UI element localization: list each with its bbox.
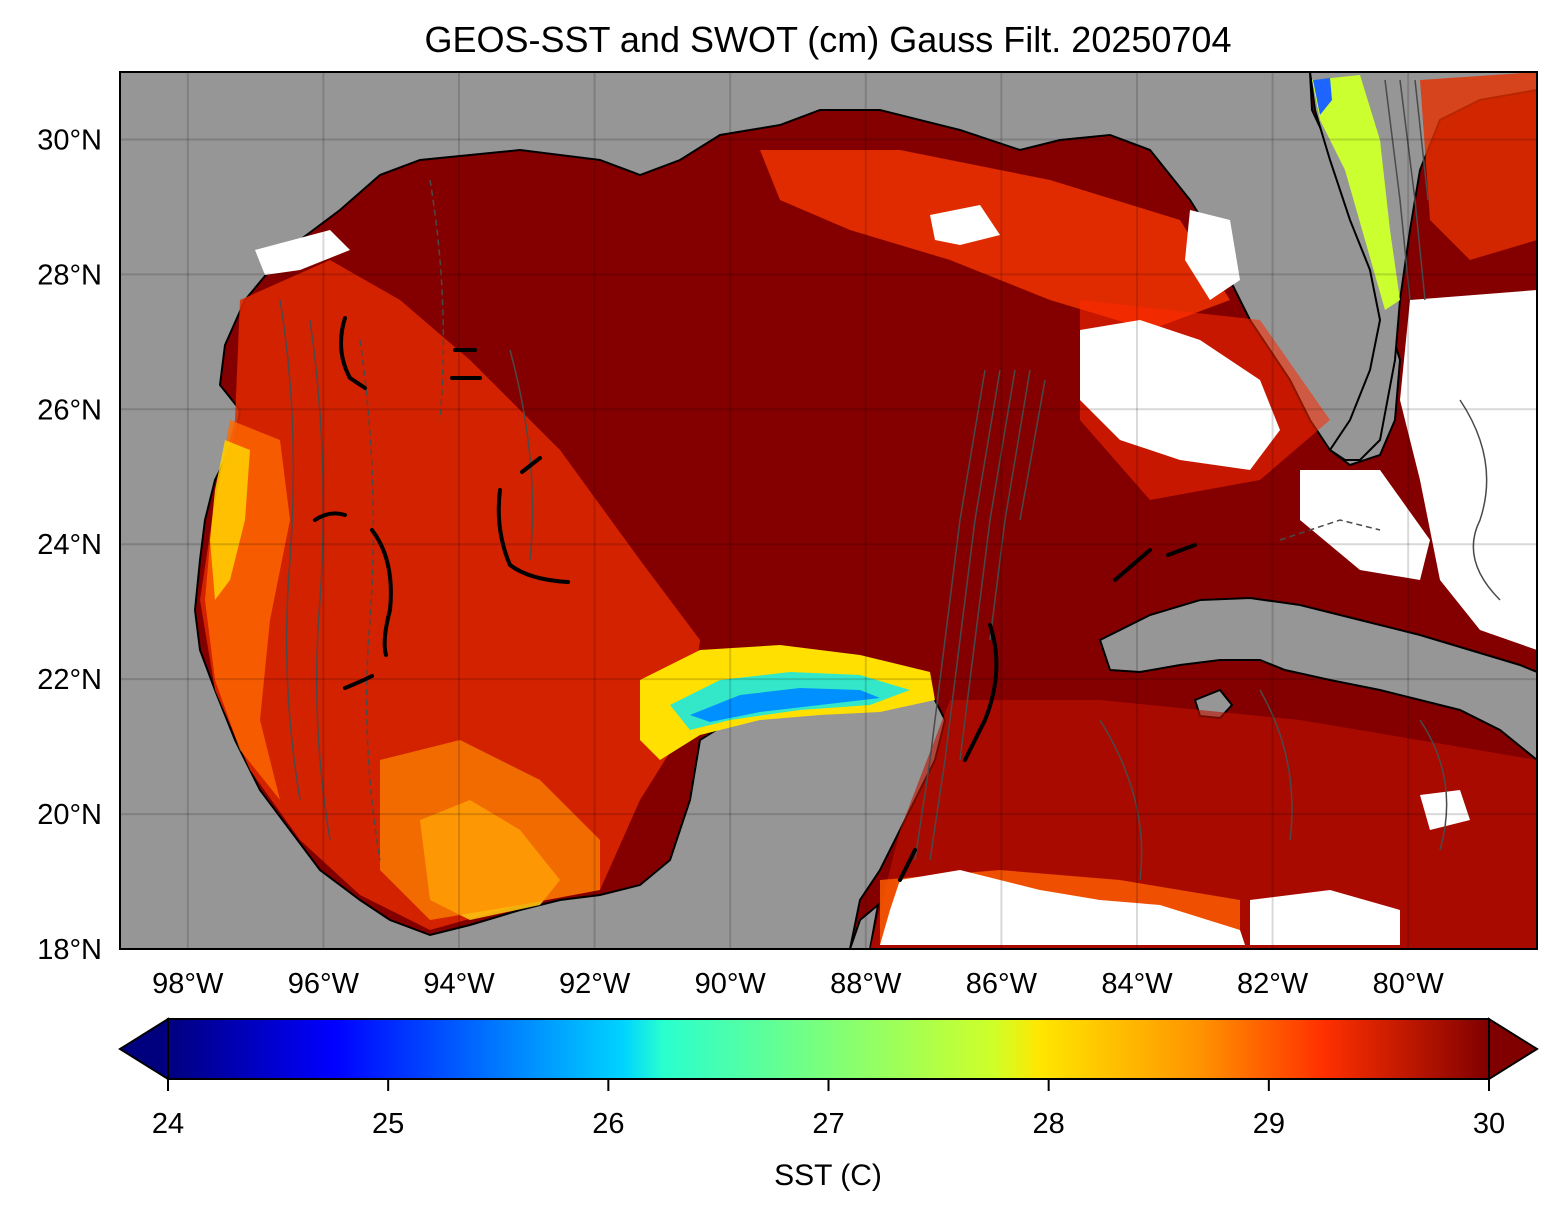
- missing-data-caribbean-south: [880, 870, 1245, 945]
- sst-campeche-orange: [380, 740, 600, 920]
- sst-yucatan-upwelling-blue: [690, 688, 880, 722]
- colorbar-tick-label: 29: [1253, 1108, 1285, 1140]
- sst-florida-atlantic-blue: [1313, 78, 1332, 115]
- sst-patches: [200, 72, 1537, 949]
- sst-western-gulf-warm: [200, 260, 700, 930]
- swot-zero-9: [963, 623, 999, 762]
- missing-data-caribbean-east: [1420, 790, 1470, 830]
- missing-data-caribbean-southeast: [1250, 890, 1400, 945]
- lon-tick-label: 90°W: [695, 968, 767, 1000]
- map-panel: [120, 72, 1537, 949]
- missing-data-north-patch: [930, 205, 1000, 245]
- colorbar-tick-label: 27: [812, 1108, 844, 1140]
- colorbar-extend-min: [118, 1017, 169, 1081]
- lon-tick-label: 80°W: [1373, 968, 1445, 1000]
- lon-tick-label: 98°W: [152, 968, 224, 1000]
- colorbar-tick-label: 25: [372, 1108, 404, 1140]
- swot-track-east-5: [1019, 379, 1046, 521]
- swot-contour-straits: [1279, 519, 1381, 541]
- missing-data-atlantic: [1400, 290, 1537, 650]
- swot-contour-west-2: [309, 319, 331, 841]
- map-frame: [119, 71, 1538, 950]
- lon-tick-label: 82°W: [1237, 968, 1309, 1000]
- swot-track-east-4: [989, 369, 1031, 641]
- lat-tick-label: 28°N: [37, 259, 102, 291]
- swot-track-florida-2: [1399, 79, 1426, 301]
- lon-tick-label: 94°W: [423, 968, 495, 1000]
- lat-tick-labels: 30°N 28°N 26°N 24°N 22°N 20°N 18°N: [37, 124, 102, 966]
- swot-zero-8: [520, 456, 542, 474]
- missing-data-east-gulf: [1080, 320, 1280, 470]
- swot-zero-10: [898, 848, 917, 882]
- sst-atlantic-red: [1420, 72, 1537, 260]
- swot-contour-west-1: [279, 299, 301, 801]
- swot-contour-west-5: [509, 349, 534, 561]
- land-yucatan-east: [848, 902, 880, 949]
- colorbar-bar: [167, 1018, 1490, 1080]
- swot-zero-6: [343, 674, 374, 690]
- swot-contour-caribbean-3: [1419, 719, 1448, 851]
- swot-track-east-3: [959, 369, 1016, 761]
- missing-data-west-florida: [1185, 210, 1240, 300]
- land-cuba: [1098, 596, 1537, 762]
- swot-contour-west-3: [359, 339, 381, 861]
- swot-track-florida: [1384, 79, 1411, 301]
- lat-tick-label: 24°N: [37, 529, 102, 561]
- swot-zero-1: [339, 316, 367, 390]
- lon-tick-label: 96°W: [288, 968, 360, 1000]
- missing-data-areas: [255, 205, 1537, 945]
- swot-zero-4: [313, 511, 347, 522]
- lon-tick-label: 84°W: [1101, 968, 1173, 1000]
- colorbar: 24 25 26 27 28 29 30 SST (C): [118, 1017, 1539, 1192]
- swot-track-east-2: [929, 369, 1001, 861]
- lon-tick-labels: 98°W 96°W 94°W 92°W 90°W 88°W 86°W 84°W 82°W 80°W: [152, 968, 1444, 1000]
- sst-western-coast-yellow: [210, 440, 250, 600]
- chart-title: GEOS-SST and SWOT (cm) Gauss Filt. 20250…: [425, 19, 1232, 60]
- lat-tick-label: 30°N: [37, 124, 102, 156]
- lon-tick-label: 86°W: [966, 968, 1038, 1000]
- sst-florida-atlantic-green: [1312, 75, 1400, 310]
- swot-contour-caribbean-1: [1099, 719, 1143, 881]
- swot-zero-contours: [313, 316, 1197, 882]
- colorbar-extend-max: [1488, 1017, 1539, 1081]
- swot-track-east: [914, 369, 986, 861]
- sst-northern-shelf: [760, 150, 1230, 330]
- colorbar-ticks: 24 25 26 27 28 29 30: [152, 1079, 1505, 1140]
- missing-data-texas-coast: [255, 230, 350, 275]
- lat-tick-label: 20°N: [37, 799, 102, 831]
- lat-tick-label: 18°N: [37, 934, 102, 966]
- lat-tick-label: 22°N: [37, 664, 102, 696]
- swot-contours: [279, 79, 1501, 881]
- swot-contour-atlantic: [1459, 399, 1501, 601]
- lat-tick-label: 26°N: [37, 394, 102, 426]
- colorbar-tick-label: 28: [1033, 1108, 1065, 1140]
- swot-zero-11: [1113, 548, 1152, 582]
- swot-zero-5: [370, 528, 393, 657]
- swot-zero-12: [1166, 543, 1197, 557]
- swot-zero-7: [496, 488, 570, 584]
- swot-contour-caribbean-2: [1259, 689, 1293, 841]
- missing-data-florida-straits: [1300, 470, 1430, 580]
- colorbar-tick-label: 30: [1473, 1108, 1505, 1140]
- colorbar-label: SST (C): [774, 1159, 882, 1192]
- lon-tick-label: 88°W: [830, 968, 902, 1000]
- gridlines: [120, 72, 1537, 949]
- lon-tick-label: 92°W: [559, 968, 631, 1000]
- swot-track-florida-3: [1414, 79, 1429, 201]
- colorbar-tick-label: 24: [152, 1108, 184, 1140]
- colorbar-tick-label: 26: [592, 1108, 624, 1140]
- swot-contour-west-4: [429, 179, 445, 421]
